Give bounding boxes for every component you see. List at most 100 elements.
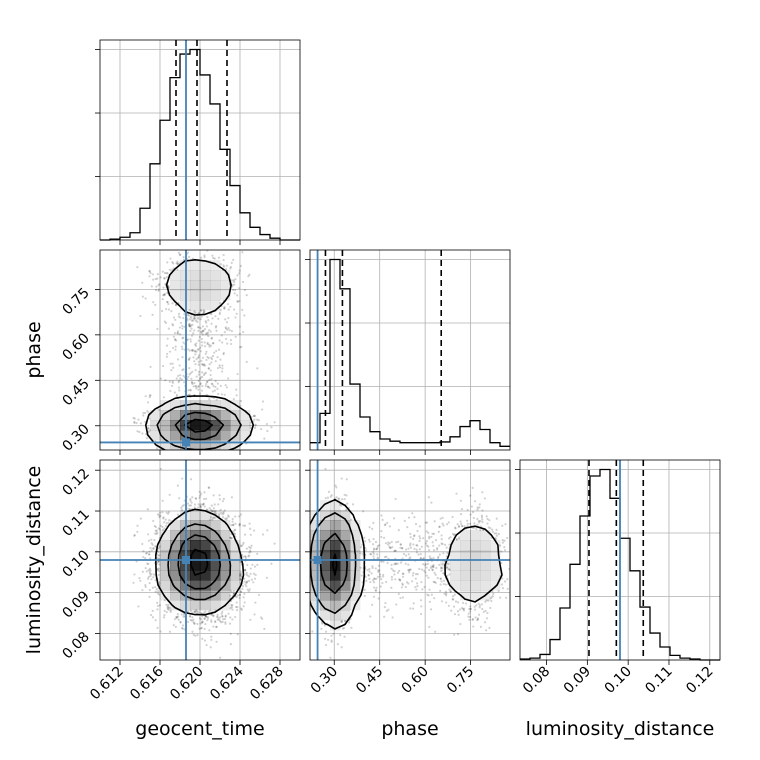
density-phase-vs-geocent-time-point-2705 — [174, 345, 177, 348]
density-luminosity-distance-vs-phase-point-1389 — [445, 523, 449, 526]
density-luminosity-distance-vs-geocent-time-point-1428 — [137, 605, 140, 608]
density-phase-vs-geocent-time-point-2078 — [208, 386, 211, 389]
density-phase-vs-geocent-time-panel: 0.300.450.600.75 — [59, 249, 301, 455]
density-luminosity-distance-vs-phase-cell-16-12 — [470, 530, 481, 541]
density-luminosity-distance-vs-geocent-time-point-2039 — [203, 617, 206, 620]
density-luminosity-distance-vs-phase-point-1961 — [367, 574, 370, 577]
density-luminosity-distance-vs-phase-cell-18-11 — [490, 540, 501, 551]
density-luminosity-distance-vs-geocent-time-point-782 — [243, 568, 246, 572]
y-axis-label-phase: phase — [23, 321, 45, 378]
density-luminosity-distance-vs-phase-point-1760 — [359, 546, 362, 549]
density-luminosity-distance-vs-phase-truth-marker — [313, 556, 322, 564]
density-luminosity-distance-vs-geocent-time-point-3986 — [189, 504, 193, 507]
density-phase-vs-geocent-time-point-3777 — [230, 330, 234, 333]
density-phase-vs-geocent-time-point-1457 — [176, 260, 179, 263]
density-luminosity-distance-vs-geocent-time-point-1719 — [229, 643, 232, 646]
density-phase-vs-geocent-time-point-1291 — [172, 262, 175, 265]
density-luminosity-distance-vs-geocent-time-point-1118 — [157, 561, 160, 564]
density-luminosity-distance-vs-geocent-time-point-3529 — [152, 573, 156, 576]
density-luminosity-distance-vs-geocent-time-point-1882 — [142, 550, 145, 553]
density-luminosity-distance-vs-phase-point-3398 — [340, 504, 343, 507]
density-phase-vs-geocent-time-point-520 — [189, 316, 192, 319]
density-luminosity-distance-vs-geocent-time-point-2456 — [238, 515, 241, 518]
density-luminosity-distance-vs-geocent-time-point-478 — [207, 486, 210, 489]
density-phase-vs-geocent-time-point-1428 — [137, 418, 140, 421]
density-luminosity-distance-vs-geocent-time-point-1570 — [154, 545, 157, 548]
density-luminosity-distance-vs-phase-point-2877 — [449, 536, 452, 539]
density-phase-vs-geocent-time-point-4133 — [204, 333, 207, 336]
density-luminosity-distance-vs-phase-point-502 — [460, 508, 464, 511]
density-phase-vs-geocent-time-point-2337 — [232, 397, 235, 401]
density-luminosity-distance-vs-geocent-time-point-2247 — [238, 574, 242, 577]
density-phase-vs-geocent-time-point-175 — [238, 287, 241, 290]
x-axis-label-geocent-time: geocent_time — [135, 718, 264, 740]
density-phase-vs-geocent-time-point-4409 — [172, 316, 176, 319]
density-phase-vs-geocent-time-point-1692 — [217, 317, 220, 320]
density-luminosity-distance-vs-geocent-time-point-342 — [161, 525, 164, 528]
density-luminosity-distance-vs-phase-point-3571 — [412, 537, 415, 541]
density-luminosity-distance-vs-geocent-time-point-886 — [158, 528, 162, 531]
density-phase-vs-geocent-time-point-3488 — [239, 399, 243, 403]
density-luminosity-distance-vs-phase-point-1692 — [440, 566, 443, 569]
density-luminosity-distance-vs-geocent-time-point-148 — [245, 581, 248, 584]
density-luminosity-distance-vs-geocent-time-cell-10-9 — [200, 560, 211, 571]
density-luminosity-distance-vs-geocent-time-point-4445 — [200, 492, 203, 495]
density-phase-vs-geocent-time-point-564 — [226, 328, 229, 331]
density-phase-vs-geocent-time-cell-12-2 — [220, 420, 231, 431]
density-phase-vs-geocent-time-point-2108 — [221, 341, 224, 344]
density-luminosity-distance-vs-geocent-time-point-146 — [216, 616, 220, 619]
density-luminosity-distance-vs-phase-point-1297 — [387, 541, 390, 544]
density-luminosity-distance-vs-phase-point-2949 — [386, 543, 390, 546]
density-luminosity-distance-vs-phase-cell-2-3 — [330, 620, 341, 631]
density-luminosity-distance-vs-geocent-time-frame — [99, 459, 301, 661]
density-phase-vs-geocent-time-point-2914 — [225, 321, 229, 324]
density-phase-vs-geocent-time-point-374 — [181, 324, 184, 327]
density-phase-vs-geocent-time-cell-7-16 — [170, 280, 181, 291]
density-phase-vs-geocent-time-area — [100, 250, 300, 450]
density-luminosity-distance-vs-geocent-time-point-1255 — [163, 609, 166, 613]
density-luminosity-distance-vs-geocent-time-point-3703 — [219, 621, 223, 624]
density-luminosity-distance-vs-geocent-time-point-2331 — [152, 519, 155, 523]
density-phase-vs-geocent-time-cell-10-1 — [200, 430, 211, 441]
density-luminosity-distance-vs-phase-point-121 — [472, 625, 475, 628]
density-luminosity-distance-vs-geocent-time-point-637 — [198, 627, 201, 630]
density-luminosity-distance-vs-geocent-time-cell-7-11 — [170, 540, 181, 551]
density-luminosity-distance-vs-geocent-time-point-3072 — [155, 601, 159, 604]
density-phase-vs-geocent-time-point-341 — [199, 318, 202, 321]
density-luminosity-distance-vs-phase-cell-0-13 — [310, 520, 321, 531]
density-luminosity-distance-vs-phase-point-3156 — [372, 552, 375, 555]
density-luminosity-distance-vs-geocent-time-point-249 — [193, 506, 196, 509]
density-luminosity-distance-vs-phase-point-3953 — [409, 542, 412, 545]
density-luminosity-distance-vs-phase-point-2509 — [330, 494, 333, 497]
density-phase-vs-geocent-time-point-1112 — [163, 271, 167, 275]
density-luminosity-distance-vs-phase-cell-14-7 — [450, 580, 461, 591]
density-luminosity-distance-vs-phase-point-2533 — [424, 564, 427, 567]
density-luminosity-distance-vs-phase-point-1484 — [503, 539, 506, 542]
density-luminosity-distance-vs-phase-cell-4-13 — [350, 520, 361, 531]
density-phase-vs-geocent-time-point-4436 — [233, 292, 236, 295]
density-luminosity-distance-vs-phase-point-54 — [481, 491, 484, 494]
density-phase-vs-geocent-time-point-1892 — [234, 278, 237, 281]
density-luminosity-distance-vs-phase-point-3947 — [379, 585, 382, 588]
density-phase-vs-geocent-time-point-4750 — [200, 359, 203, 362]
density-luminosity-distance-vs-phase-point-490 — [469, 607, 472, 611]
density-luminosity-distance-vs-geocent-time-point-4756 — [159, 467, 162, 471]
density-luminosity-distance-vs-geocent-time-point-1821 — [182, 613, 186, 616]
density-luminosity-distance-vs-geocent-time-point-2355 — [229, 616, 232, 619]
density-luminosity-distance-vs-phase-cell-2-5 — [330, 600, 341, 611]
density-luminosity-distance-vs-phase-cell-15-12 — [460, 530, 471, 541]
density-phase-vs-geocent-time-point-3232 — [176, 263, 180, 266]
density-phase-vs-geocent-time-point-2671 — [219, 263, 222, 266]
density-luminosity-distance-vs-geocent-time-point-971 — [151, 609, 154, 612]
density-phase-vs-geocent-time-frame — [99, 249, 301, 451]
density-phase-vs-geocent-time-point-1855 — [199, 376, 202, 379]
density-luminosity-distance-vs-geocent-time-cell-11-7 — [210, 580, 221, 591]
density-luminosity-distance-vs-geocent-time-point-851 — [151, 543, 154, 546]
density-luminosity-distance-vs-geocent-time-point-2160 — [139, 579, 142, 582]
density-luminosity-distance-vs-phase-point-3094 — [491, 528, 494, 531]
density-luminosity-distance-vs-geocent-time-point-2616 — [149, 569, 152, 572]
density-luminosity-distance-vs-geocent-time-point-1285 — [238, 523, 241, 526]
density-luminosity-distance-vs-phase-point-4633 — [447, 537, 451, 540]
density-luminosity-distance-vs-phase-point-1279 — [446, 566, 449, 569]
density-phase-vs-geocent-time-cell-10-17 — [200, 270, 211, 281]
